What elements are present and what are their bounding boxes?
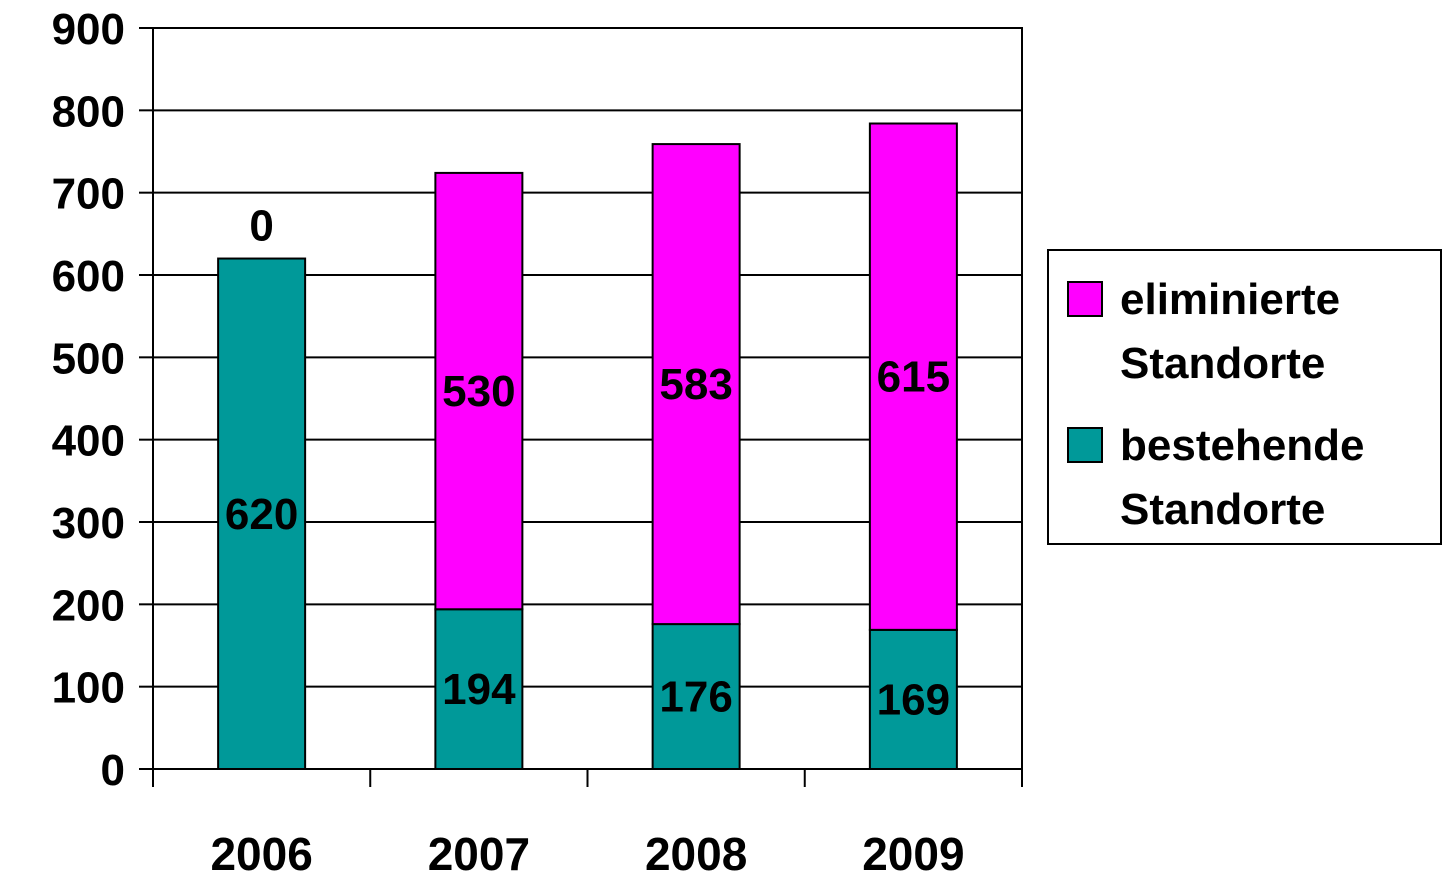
legend: eliminierte Standorte bestehende Standorte xyxy=(1047,249,1442,545)
bar-segment xyxy=(217,257,307,770)
bar-segment xyxy=(434,171,524,611)
bars xyxy=(217,122,958,771)
legend-entry-text: Standorte xyxy=(1120,339,1325,388)
legend-swatch xyxy=(1067,281,1103,317)
data-labels: 620 0 194 530 176 583 169 615 xyxy=(225,202,950,725)
bar-segment xyxy=(868,628,958,771)
y-tick-label: 300 xyxy=(52,499,125,548)
data-label: 583 xyxy=(659,360,732,409)
data-label: 530 xyxy=(442,367,515,416)
data-label: 176 xyxy=(659,673,732,722)
x-tick-label: 2006 xyxy=(210,828,312,878)
x-tick-label: 2007 xyxy=(428,828,530,878)
data-label: 0 xyxy=(249,202,273,251)
data-label: 194 xyxy=(442,665,516,714)
x-tick-label: 2009 xyxy=(862,828,964,878)
legend-swatch xyxy=(1067,427,1103,463)
bar-segment xyxy=(868,122,958,631)
bar-segment xyxy=(651,143,741,626)
y-tick-label: 100 xyxy=(52,664,125,713)
data-label: 620 xyxy=(225,490,298,539)
y-tick-label: 200 xyxy=(52,581,125,630)
legend-entry-text: Standorte xyxy=(1120,485,1325,534)
y-tick-label: 400 xyxy=(52,417,125,466)
y-tick-label: 800 xyxy=(52,87,125,136)
y-tick-label: 900 xyxy=(52,5,125,54)
y-tick-label: 600 xyxy=(52,252,125,301)
legend-entry-text: bestehende xyxy=(1120,421,1365,470)
axes: 0 100 200 300 400 500 600 700 800 900 2006 2007 2008… xyxy=(52,5,1023,878)
legend-box xyxy=(1047,249,1442,545)
y-tick-label: 0 xyxy=(101,746,125,795)
y-tick-label: 700 xyxy=(52,170,125,219)
x-tick-label: 2008 xyxy=(645,828,747,878)
data-label: 615 xyxy=(877,353,950,402)
y-tick-label: 500 xyxy=(52,334,125,383)
data-label: 169 xyxy=(877,675,950,724)
legend-entry-text: eliminierte xyxy=(1120,275,1340,324)
